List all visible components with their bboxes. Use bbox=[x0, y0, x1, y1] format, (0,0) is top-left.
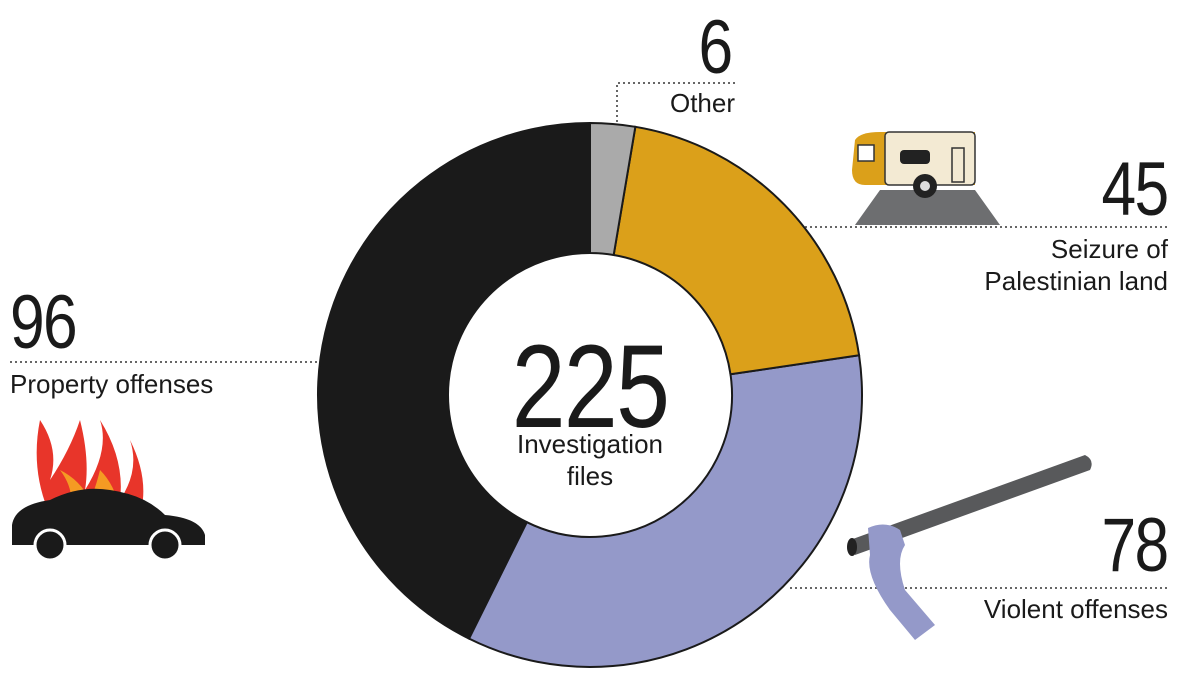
value-label: 6 bbox=[654, 10, 777, 86]
center-label: Investigation files bbox=[500, 428, 680, 492]
value-label: 78 bbox=[1102, 508, 1168, 584]
trailer-icon bbox=[852, 132, 1000, 225]
category-label: Violent offenses bbox=[984, 593, 1168, 625]
category-label: Seizure of Palestinian land bbox=[938, 233, 1168, 297]
value-label: 45 bbox=[1102, 152, 1168, 228]
category-label: Property offenses bbox=[10, 368, 213, 400]
value-label: 96 bbox=[10, 285, 76, 361]
chart: 225 Investigation files 6Other45Seizure … bbox=[0, 0, 1177, 675]
category-label: Other bbox=[670, 87, 735, 119]
